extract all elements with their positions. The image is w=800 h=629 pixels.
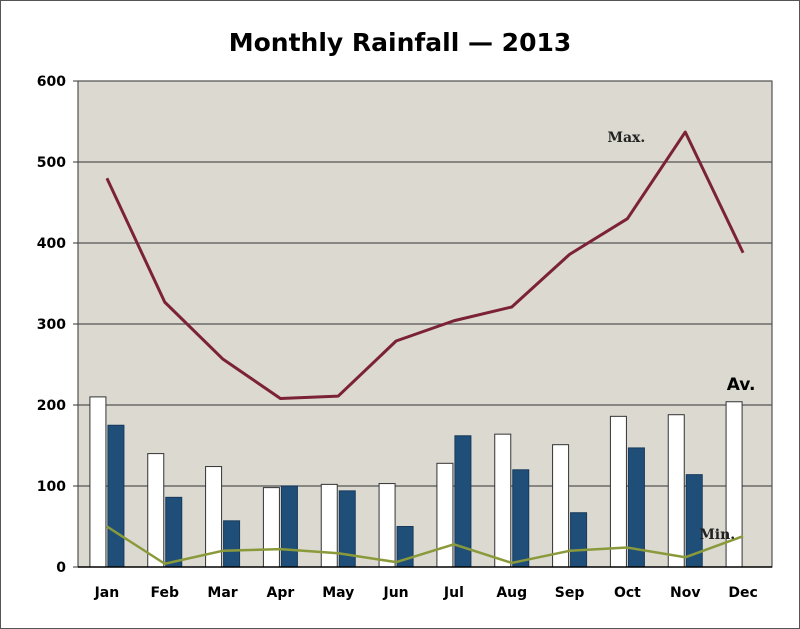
- y-tick-label: 500: [37, 155, 66, 171]
- chart-title: Monthly Rainfall — 2013: [228, 28, 572, 57]
- bar-series-1: [320, 483, 338, 568]
- bar-series-1: [89, 396, 107, 568]
- bar-series-1: [552, 444, 570, 568]
- bar-series-1: [494, 433, 512, 568]
- x-tick-label: Nov: [670, 585, 700, 601]
- y-tick-label: 300: [37, 317, 66, 333]
- annotation-max: Max.: [607, 130, 645, 146]
- x-tick-label: Jun: [383, 585, 409, 601]
- y-tick-label: 0: [56, 560, 66, 576]
- y-tick-label: 400: [37, 236, 66, 252]
- line-series-max: [105, 130, 745, 401]
- x-tick-label: Jan: [94, 585, 120, 601]
- x-tick-label: May: [322, 585, 354, 601]
- bar-series-1: [147, 453, 165, 568]
- y-tick-label: 100: [37, 479, 66, 495]
- x-tick-label: Aug: [496, 585, 527, 601]
- bar-series-2: [107, 424, 125, 568]
- x-tick-label: Sep: [555, 585, 585, 601]
- bar-series-2: [280, 485, 298, 568]
- bar-series-1: [436, 462, 454, 568]
- x-tick-label: Oct: [614, 585, 641, 601]
- bar-series-2: [223, 520, 241, 568]
- line-series-min: [106, 525, 744, 566]
- x-tick-label: Mar: [207, 585, 237, 601]
- x-tick-label: Feb: [150, 585, 179, 601]
- bar-series-2: [165, 496, 183, 568]
- annotation-average: Av.: [727, 375, 756, 395]
- bar-series-1: [609, 415, 627, 568]
- annotation-min: Min.: [699, 527, 735, 543]
- y-tick-label: 200: [37, 398, 66, 414]
- x-tick-label: Jul: [443, 585, 464, 601]
- x-tick-label: Apr: [267, 585, 295, 601]
- bar-series-2: [512, 469, 530, 568]
- bar-series-1: [667, 414, 685, 568]
- y-tick-label: 600: [37, 74, 66, 90]
- bar-series-1: [262, 487, 280, 568]
- bar-series-1: [378, 483, 396, 568]
- x-tick-label: Dec: [728, 585, 757, 601]
- bar-series-2: [570, 512, 588, 568]
